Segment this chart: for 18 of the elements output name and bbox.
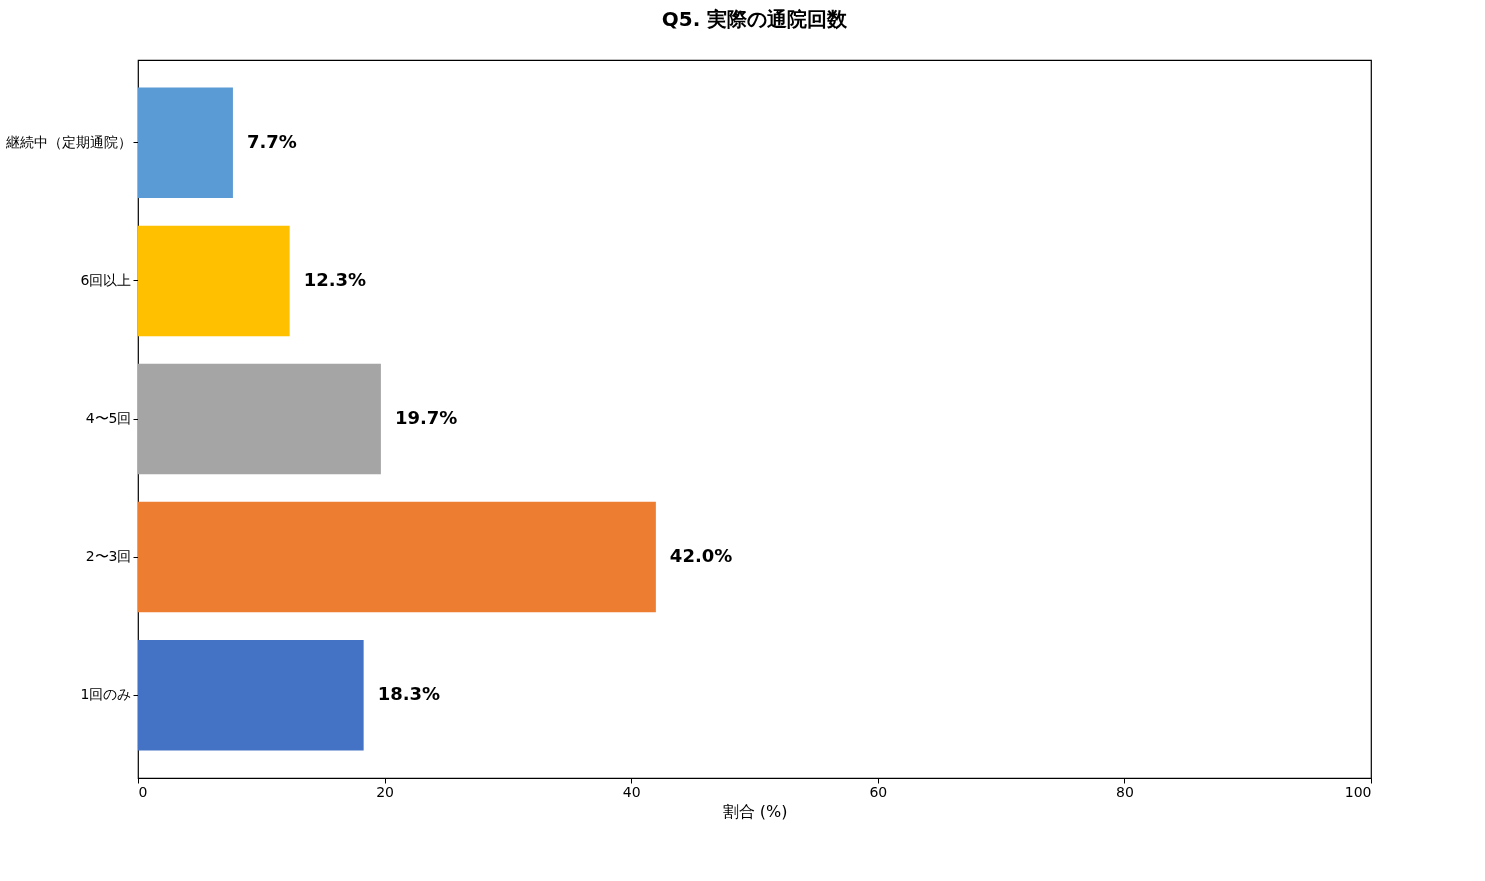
chart-title: Q5. 実際の通院回数 bbox=[661, 7, 849, 31]
data-label: 19.7% bbox=[394, 407, 458, 428]
y-tick-label: 6回以上 bbox=[80, 271, 132, 288]
data-label: 12.3% bbox=[303, 268, 367, 290]
x-tick-label: 0 bbox=[138, 783, 148, 800]
data-label: 7.7% bbox=[246, 130, 297, 152]
x-tick-label: 60 bbox=[869, 783, 888, 800]
data-label: 42.0% bbox=[669, 545, 733, 567]
y-tick-label: 継続中（定期通院） bbox=[4, 133, 132, 150]
y-tick-label: 4〜5回 bbox=[85, 410, 132, 426]
x-tick-label: 40 bbox=[622, 783, 641, 800]
x-tick-label: 20 bbox=[376, 783, 395, 800]
x-tick-label: 100 bbox=[1344, 783, 1372, 800]
data-label: 18.3% bbox=[377, 683, 441, 705]
x-tick-label: 80 bbox=[1115, 783, 1134, 800]
y-tick-label: 2〜3回 bbox=[85, 548, 132, 565]
y-tick-label: 1回のみ bbox=[80, 686, 132, 703]
x-axis-title: 割合 (%) bbox=[722, 801, 788, 821]
